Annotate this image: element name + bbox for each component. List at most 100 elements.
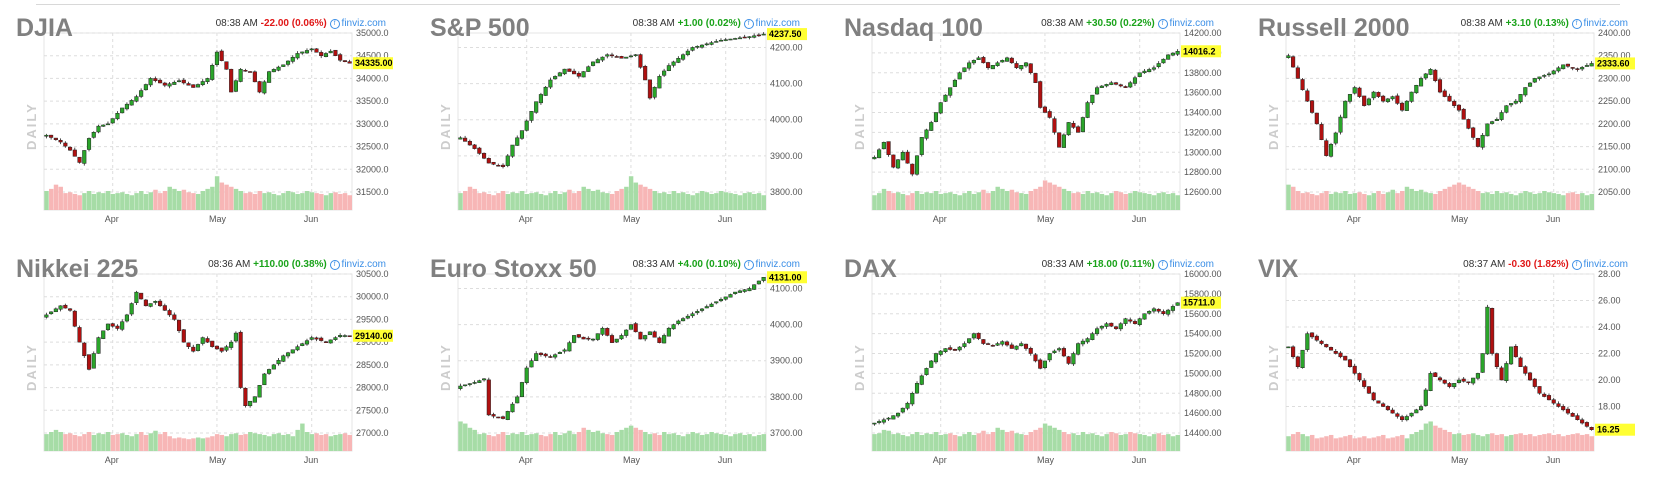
volume-bar — [952, 193, 958, 210]
volume-bar — [538, 193, 544, 210]
volume-bar — [676, 434, 681, 451]
candle-body — [1095, 87, 1100, 95]
candle-body — [233, 80, 238, 92]
chart-panel[interactable]: 35000.0 34500.0 34000.0 33500.0 33000.0 32500… — [0, 0, 414, 241]
candle-body — [652, 331, 657, 338]
source-label: finviz.com — [1583, 259, 1628, 270]
volume-bar — [510, 192, 515, 210]
candle-body — [529, 111, 534, 121]
candle-body — [1428, 69, 1433, 75]
volume-bar — [1080, 432, 1086, 451]
volume-bar — [186, 439, 191, 451]
chart-panel[interactable]: 28.00 26.00 24.00 22.00 20.00 18.00 Apr May Jun D… — [1242, 241, 1656, 482]
source-link[interactable]: f finviz.com — [1157, 18, 1214, 29]
volume-bar — [1589, 193, 1594, 210]
source-label: finviz.com — [341, 259, 386, 270]
y-tick-label: 2100.00 — [1598, 164, 1631, 174]
candle-body — [914, 155, 920, 175]
volume-bar — [976, 192, 981, 210]
y-tick-label: 18.00 — [1598, 402, 1621, 412]
volume-bar — [219, 182, 225, 210]
volume-bar — [1104, 195, 1109, 210]
volume-bar — [1057, 186, 1062, 210]
source-link[interactable]: f finviz.com — [1571, 18, 1628, 29]
finviz-logo-icon: f — [1571, 19, 1582, 29]
source-link[interactable]: f finviz.com — [329, 18, 386, 29]
volume-bar — [742, 434, 748, 451]
candle-body — [605, 54, 610, 57]
candle-body — [124, 103, 129, 110]
candle-body — [148, 78, 153, 86]
source-link[interactable]: f finviz.com — [1571, 259, 1628, 270]
candle-body — [1113, 326, 1119, 329]
volume-bar — [948, 192, 953, 210]
chart-panel[interactable]: 2400.00 2350.00 2300.00 2250.00 2200.00 2150.… — [1242, 0, 1656, 241]
volume-bar — [1019, 434, 1024, 451]
candle-body — [1584, 65, 1589, 67]
x-tick-label: May — [1451, 214, 1469, 224]
volume-bar — [905, 195, 910, 210]
volume-bar — [91, 193, 97, 210]
candle-body — [186, 83, 191, 86]
candle-body — [1376, 92, 1381, 97]
candle-body — [200, 81, 205, 86]
candle-body — [101, 330, 106, 339]
volume-bar — [1156, 433, 1162, 451]
candle-body — [115, 325, 120, 329]
volume-bar — [1494, 191, 1500, 210]
volume-bar — [529, 193, 534, 210]
candle-body — [872, 422, 877, 425]
candle-body — [1532, 378, 1537, 387]
volume-bar — [895, 192, 901, 210]
candle-body — [685, 50, 690, 56]
source-link[interactable]: f finviz.com — [743, 259, 800, 270]
timestamp: 08:38 AM — [215, 18, 261, 29]
candle-body — [590, 61, 596, 66]
chart-panel[interactable]: 30500.0 30000.0 29500.0 29000.0 28500.0 28000… — [0, 241, 414, 482]
candle-body — [1414, 84, 1419, 94]
candle-body — [1132, 321, 1138, 324]
candle-body — [1113, 82, 1119, 85]
volume-bar — [1095, 434, 1100, 451]
candle-body — [53, 137, 58, 141]
candle-body — [896, 159, 901, 169]
volume-bar — [747, 192, 752, 210]
price-tag-bg — [353, 329, 393, 342]
volume-bar — [1328, 434, 1334, 451]
chart-panel[interactable]: 4200.00 4100.00 4000.00 3900.00 3800.00 Apr Ma… — [414, 0, 828, 241]
candle-body — [1400, 416, 1405, 421]
candle-body — [877, 421, 882, 423]
candle-body — [1447, 95, 1452, 102]
candle-body — [714, 41, 719, 43]
volume-bar — [1166, 193, 1171, 210]
candle-body — [162, 82, 167, 86]
volume-bar — [1456, 433, 1462, 451]
y-tick-label: 24.00 — [1598, 322, 1621, 332]
chart-svg: 30500.0 30000.0 29500.0 29000.0 28500.0 28000… — [24, 269, 393, 465]
volume-bar — [666, 434, 672, 451]
finviz-logo-icon: f — [329, 260, 340, 270]
period-label: DAILY — [24, 102, 39, 150]
source-link[interactable]: f finviz.com — [329, 259, 386, 270]
candle-body — [219, 347, 224, 352]
chart-panel[interactable]: 4100.00 4000.00 3900.00 3800.00 3700.00 Apr Ma… — [414, 241, 828, 482]
candle-body — [638, 54, 643, 68]
volume-bar — [519, 432, 525, 451]
change-value: +110.00 (0.38%) — [253, 259, 330, 270]
y-tick-label: 3900.00 — [770, 151, 803, 161]
candle-body — [515, 137, 520, 146]
source-link[interactable]: f finviz.com — [743, 18, 800, 29]
chart-panel[interactable]: 14200.0014000.0013800.0013600.0013400.00… — [828, 0, 1242, 241]
source-link[interactable]: f finviz.com — [1157, 259, 1214, 270]
candle-body — [1542, 393, 1547, 397]
volume-bar — [1428, 193, 1433, 210]
volume-bar — [1518, 433, 1523, 451]
volume-bar — [562, 192, 567, 210]
candle-body — [1452, 383, 1457, 388]
volume-bar — [1151, 195, 1157, 210]
volume-bar — [158, 193, 163, 210]
chart-panel[interactable]: 16000.00 15800.00 15600.00 15400.00 15200.00… — [828, 241, 1242, 482]
y-tick-label: 28000.0 — [356, 383, 389, 393]
y-tick-label: 15600.00 — [1184, 309, 1222, 319]
candle-body — [1513, 345, 1518, 358]
